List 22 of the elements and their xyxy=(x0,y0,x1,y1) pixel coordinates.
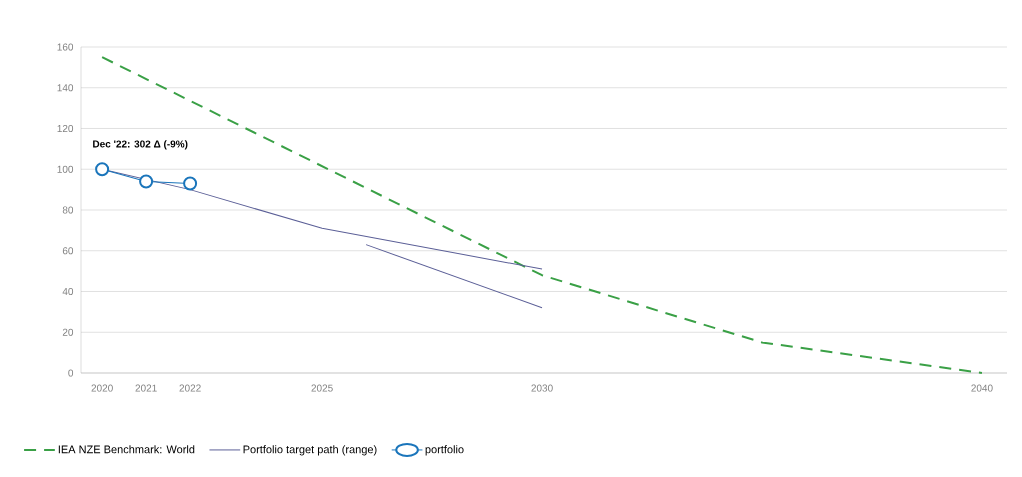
legend-label: IEA NZE Benchmark: World xyxy=(58,445,195,454)
x-tick-label: 2022 xyxy=(179,384,201,392)
legend-label: Portfolio target path (range) xyxy=(243,445,377,456)
y-tick-label: 140 xyxy=(57,84,74,92)
y-tick-label: 80 xyxy=(62,206,74,214)
y-tick-label: 160 xyxy=(57,43,74,51)
y-tick-label: 0 xyxy=(68,369,74,377)
x-tick-label: 2021 xyxy=(135,384,157,392)
x-tick-label: 2025 xyxy=(311,384,333,392)
annotation: Dec '22: 302 Δ (-9%) xyxy=(93,140,188,150)
legend-label: portfolio xyxy=(425,445,464,456)
x-tick-label: 2020 xyxy=(91,384,113,392)
x-tick-label: 2040 xyxy=(971,384,993,392)
y-tick-label: 20 xyxy=(62,328,74,336)
point xyxy=(183,176,198,191)
y-tick-label: 100 xyxy=(57,165,74,173)
y-tick-label: 60 xyxy=(62,247,74,255)
y-tick-label: 40 xyxy=(62,287,74,296)
point xyxy=(139,174,154,189)
point xyxy=(95,162,110,177)
y-tick-label: 120 xyxy=(57,124,74,133)
x-tick-label: 2030 xyxy=(531,384,553,392)
